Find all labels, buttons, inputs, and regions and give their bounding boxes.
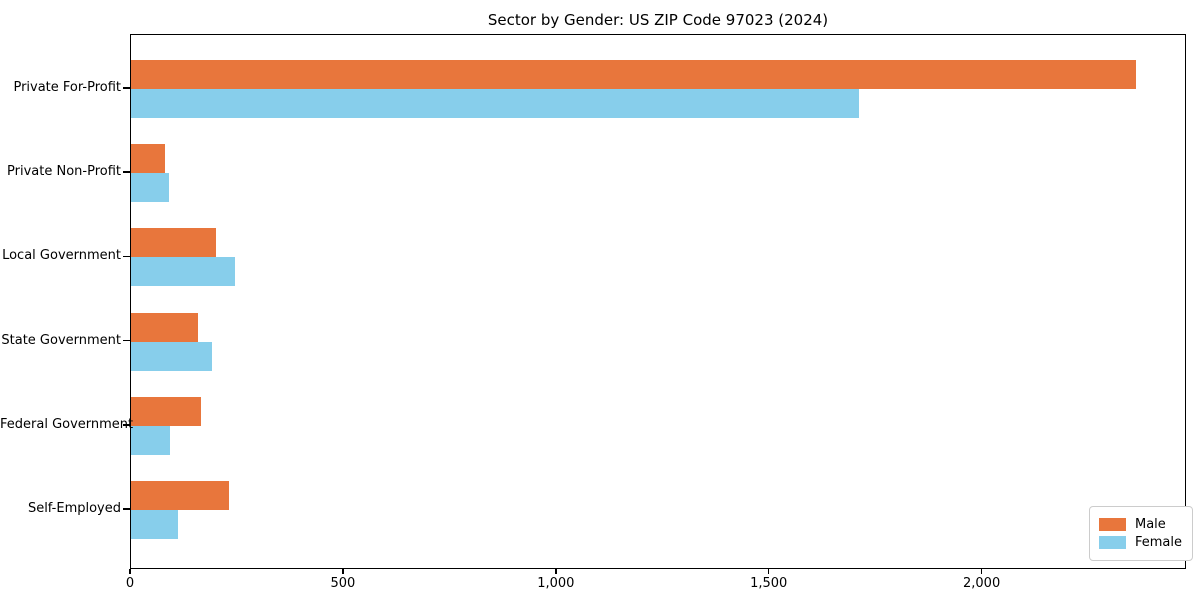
legend-entry-male: Male [1099,517,1182,532]
bar-male-5 [131,481,229,510]
y-tick-mark [123,508,130,510]
y-tick-label-4: Federal Government [0,416,134,432]
bar-male-2 [131,228,217,258]
x-tick-mark [767,569,770,574]
legend-entry-female: Female [1099,535,1182,550]
bar-male-3 [131,312,199,342]
legend-label-male: Male [1135,517,1166,532]
bar-male-1 [131,144,166,174]
x-tick-label-1: 500 [330,576,356,591]
legend: Male Female [1089,506,1194,561]
bar-female-3 [131,341,212,371]
bar-male-4 [131,396,202,426]
x-tick-mark [342,569,344,574]
y-tick-label-5: Self-Employed [27,501,121,516]
y-tick-mark [123,87,130,89]
bar-female-5 [131,510,179,539]
y-tick-mark [123,171,130,173]
legend-swatch-female-icon [1099,536,1126,549]
y-tick-mark [123,339,130,342]
x-tick-mark [980,569,983,574]
bar-female-2 [131,257,236,287]
bar-male-0 [131,60,1136,89]
x-tick-label-2: 1,000 [537,576,575,591]
bar-female-0 [131,89,860,118]
y-tick-mark [123,255,130,258]
y-tick-mark [123,424,130,426]
y-tick-label-1: Private Non-Profit [7,164,121,180]
y-tick-label-3: State Government [1,332,121,348]
plot-area [130,34,1186,569]
x-tick-mark [555,569,557,574]
y-tick-label-2: Local Government [2,248,121,264]
x-tick-label-0: 0 [125,576,135,591]
legend-label-female: Female [1135,535,1183,550]
bar-female-4 [131,425,170,455]
y-tick-label-0: Private For-Profit [13,80,121,95]
legend-swatch-male-icon [1099,518,1126,531]
bar-female-1 [131,173,170,203]
x-tick-label-4: 2,000 [963,576,1001,591]
chart-title: Sector by Gender: US ZIP Code 97023 (202… [487,11,829,29]
x-tick-label-3: 1,500 [750,576,788,591]
x-tick-mark [129,569,131,574]
